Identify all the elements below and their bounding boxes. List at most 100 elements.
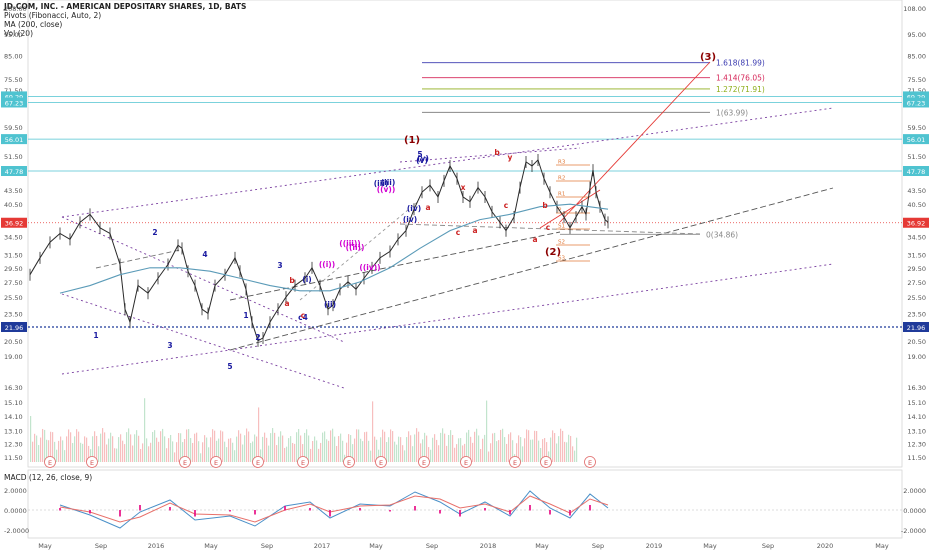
earnings-marker-text: E [301,459,305,467]
volume-bar [306,429,308,462]
price-pane-frame [27,0,903,468]
price-tick-right: 108.00 [903,5,926,13]
volume-bar [138,435,140,462]
volume-bar [310,448,312,462]
volume-bar [542,439,544,462]
time-tick: May [875,542,889,550]
macd-hist-bar [309,508,311,511]
price-badge-left [1,322,27,332]
wave-label-red: b [542,201,548,210]
price-badge-left-text: 67.23 [5,99,24,107]
earnings-marker-text: E [513,459,517,467]
volume-bar [202,442,204,462]
pivot-level-label: R3 [558,160,566,166]
volume-bar [60,436,62,462]
price-line [29,158,609,342]
wave-label-red: c [456,228,460,237]
wave-label-blue: 5 [417,150,422,159]
volume-bar [450,430,452,462]
volume-bar [396,444,398,462]
pivot-level-label: S1 [558,224,565,230]
wave-label-blue: (iii) [374,179,389,188]
volume-bar [508,434,510,462]
earnings-marker-text: E [347,459,351,467]
price-badge-left [1,91,27,102]
wave-label-blue: (ii) [324,300,336,309]
wave-label-blue: 3 [167,341,172,350]
volume-bar [244,435,246,462]
price-badge-right [903,91,929,102]
wave-label-red: a [532,235,537,244]
price-tick-right: 95.00 [907,31,926,39]
wave-label-blue: (iii) [381,178,396,187]
volume-bar [370,450,372,462]
price-badge-left-text: 69.29 [5,93,24,101]
time-axis: May Sep 2016 May Sep 2017 May Sep 2018 May Sep 2019… [38,542,889,550]
volume-bar [436,439,438,462]
volume-bar [156,437,158,462]
pivot-level-label: S2 [558,240,565,246]
earnings-marker-text: E [588,459,592,467]
volume-bar [518,435,520,462]
time-tick: May [535,542,549,550]
volume-bar [36,435,38,462]
volume-bar [312,441,314,462]
time-tick: 2020 [817,542,834,550]
volume-bar [406,437,408,462]
wave-label-magenta: ((iii)) [339,239,360,248]
price-badge-left [1,97,27,108]
volume-bar [184,439,186,462]
volume-bar [488,451,490,462]
volume-bar [316,440,318,462]
volume-bar [210,437,212,462]
price-tick-left: 13.10 [4,428,23,436]
wave-label-red: a [472,226,477,235]
price-badge-right-text: 36.92 [907,220,926,228]
wave-label-blue: 3 [277,261,282,270]
price-tick-left: 11.50 [4,454,23,462]
wave-label-primary: (1) [404,135,420,146]
price-badge-left-text: 56.01 [5,136,24,144]
volume-bar [66,436,68,462]
earnings-marker-text: E [379,459,383,467]
macd-hist-bar [589,505,591,511]
volume-bar [484,434,486,462]
chart-title: JD.COM, INC. - AMERICAN DEPOSITARY SHARE… [4,2,247,11]
volume-bar [216,440,218,462]
volume-bar [336,445,338,462]
macd-hist-bar [59,508,61,511]
volume-bar [218,438,220,462]
volume-bar [554,433,556,462]
price-tick-right: 11.50 [907,454,926,462]
volume-bar [346,442,348,462]
volume-bar [380,437,382,462]
earnings-marker-text: E [464,459,468,467]
time-tick: 2017 [314,542,331,550]
macd-hist-bar [549,510,551,515]
volume-bar [392,431,394,462]
price-tick-right: 25.50 [907,294,926,302]
volume-bar [302,444,304,462]
volume-bar [506,443,508,462]
volume-bar [340,433,342,462]
wave-label-blue: 2 [152,228,157,237]
volume-bar [254,434,256,462]
volume-bar [108,438,110,462]
time-tick: May [703,542,717,550]
wave-label-blue: (iv) [403,215,417,224]
wave-label-blue: 2 [255,333,260,342]
volume-bar [50,431,52,462]
volume-bar [74,436,76,462]
wave-label-blue: c4 [298,313,308,322]
volume-bar [314,436,316,462]
wave-label-blue: (v) [417,154,429,163]
volume-bar [352,444,354,462]
wave-label-red: x [461,183,466,192]
volume-bar [350,435,352,462]
volume-bar [478,435,480,462]
volume-bar [534,430,536,462]
volume-bar [62,440,64,462]
price-tick-right: 20.50 [907,338,926,346]
